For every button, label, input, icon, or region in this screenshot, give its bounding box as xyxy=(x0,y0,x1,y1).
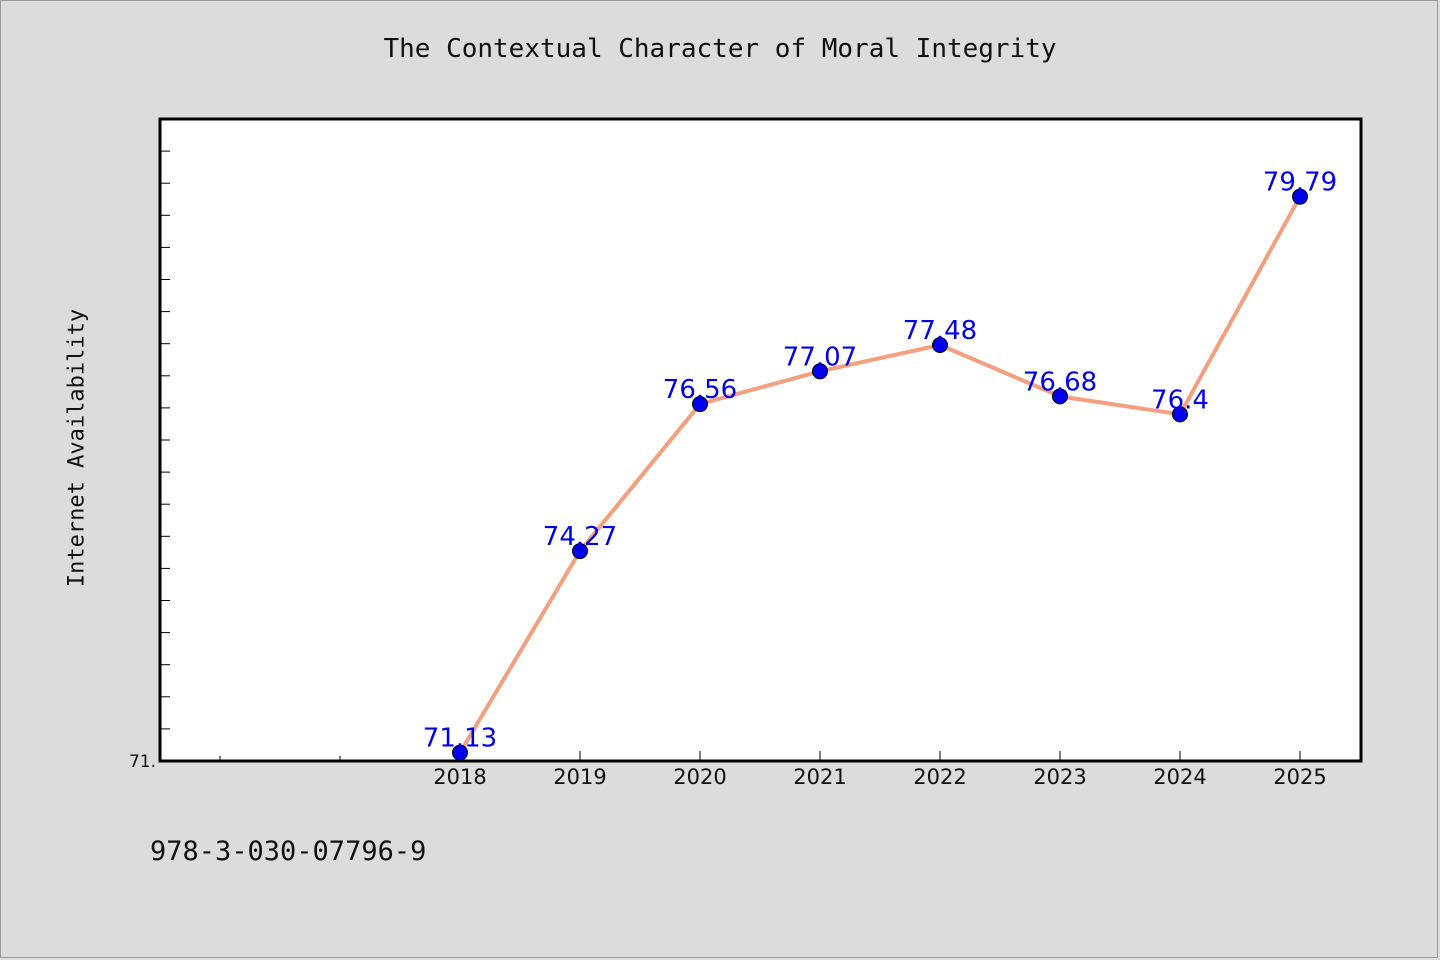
x-tick-label: 2021 xyxy=(793,765,846,789)
x-tick-label: 2020 xyxy=(673,765,726,789)
y-tick-label: 71. xyxy=(129,752,156,772)
data-point xyxy=(692,396,708,413)
data-point xyxy=(1172,406,1188,423)
plot-area xyxy=(158,117,1363,763)
chart-title: The Contextual Character of Moral Integr… xyxy=(383,34,1057,64)
data-point xyxy=(1292,188,1308,205)
x-tick-label: 2019 xyxy=(553,765,606,789)
x-tick-label: 2022 xyxy=(913,765,966,789)
x-tick-label: 2025 xyxy=(1273,765,1326,789)
data-label: 77.48 xyxy=(903,316,977,346)
series-markers xyxy=(452,188,1308,761)
series-line xyxy=(458,195,1302,754)
data-point xyxy=(452,744,468,761)
data-point xyxy=(572,543,588,560)
data-point xyxy=(932,336,948,353)
data-labels: 71.13 74.27 76.56 77.07 77.48 76.68 76.4 79.79 xyxy=(423,168,1337,754)
data-label: 79.79 xyxy=(1263,168,1337,198)
footer-code: 978-3-030-07796-9 xyxy=(150,836,427,867)
x-tick-label: 2023 xyxy=(1033,765,1086,789)
x-tick-label: 2024 xyxy=(1153,765,1206,789)
data-label: 76.56 xyxy=(663,375,737,405)
x-tick-label: 2018 xyxy=(433,765,486,789)
data-label: 76.4 xyxy=(1151,385,1209,415)
data-label: 77.07 xyxy=(783,342,857,372)
data-point xyxy=(812,363,828,380)
data-label: 76.68 xyxy=(1023,367,1097,397)
data-label: 74.27 xyxy=(543,522,617,552)
x-axis-tick-labels: 2018 2019 2020 2021 2022 2023 2024 2025 xyxy=(433,765,1326,789)
y-axis-tick-labels: 71. xyxy=(129,752,156,772)
data-point xyxy=(1052,388,1068,405)
y-axis-ticks xyxy=(160,118,170,762)
data-label: 71.13 xyxy=(423,724,497,754)
x-axis-ticks xyxy=(219,751,1301,761)
